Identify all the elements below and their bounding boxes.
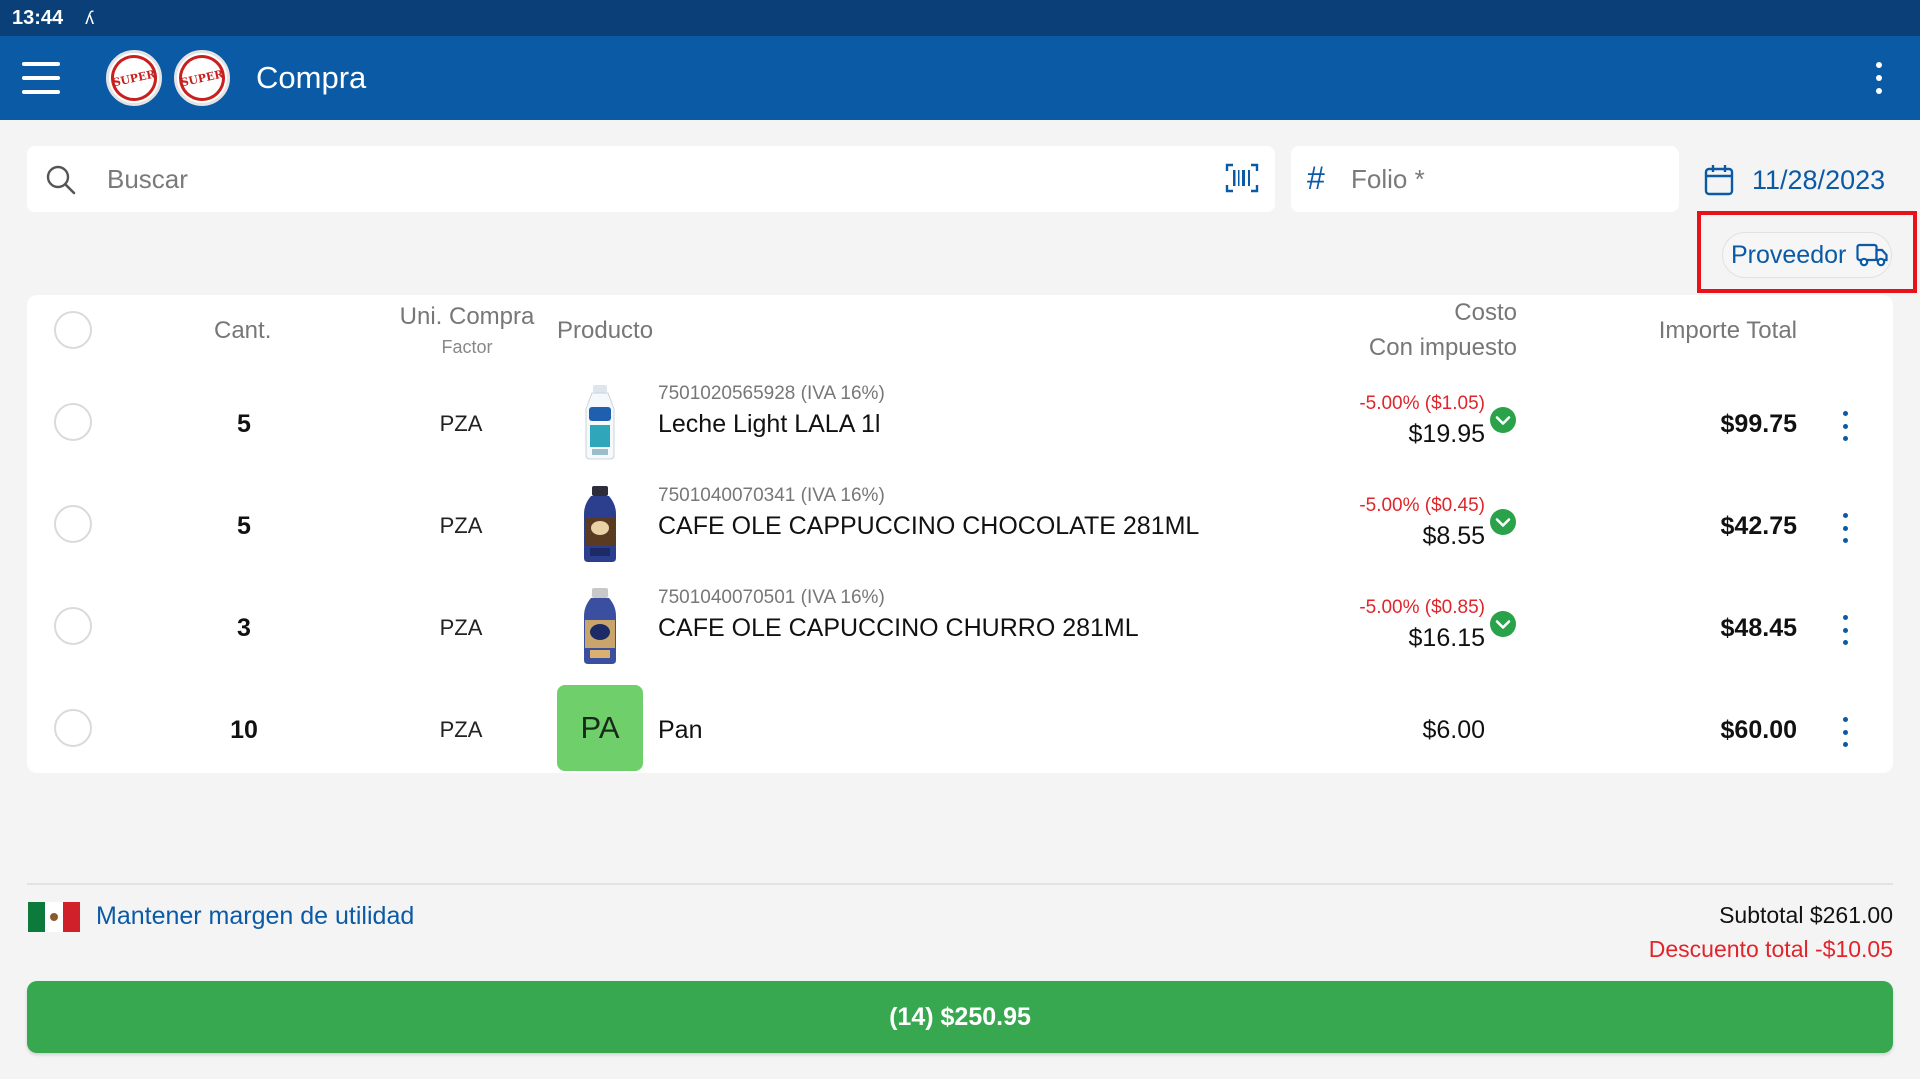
row-discount: -5.00% ($0.85) (1359, 597, 1485, 618)
subtotal: Subtotal $261.00 (1719, 902, 1893, 928)
app-bar: SUPER SUPER Compra (0, 36, 1920, 120)
calendar-icon (1704, 165, 1734, 196)
row-discount: -5.00% ($0.45) (1359, 495, 1485, 516)
checkout-button[interactable]: (14) $250.95 (27, 981, 1893, 1053)
row-select-radio[interactable] (54, 709, 92, 747)
row-qty: 5 (237, 512, 251, 540)
status-time: 13:44 (12, 6, 64, 29)
product-avatar: PA (557, 685, 643, 771)
highlight-frame (1697, 211, 1917, 293)
row-cost: $19.95 (1408, 420, 1485, 448)
row-cost: $6.00 (1422, 716, 1485, 744)
row-qty: 3 (237, 614, 251, 642)
truck-icon (1856, 243, 1888, 267)
row-qty: 5 (237, 410, 251, 438)
row-barcode: 7501040070501 (IVA 16%) (658, 587, 885, 608)
row-select-radio[interactable] (54, 607, 92, 645)
row-options-icon[interactable] (1840, 615, 1850, 645)
header-total: Importe Total (1658, 317, 1797, 344)
barcode-scan-icon[interactable] (1225, 163, 1259, 193)
coffee-bottle-icon (557, 481, 643, 567)
row-total: $42.75 (1720, 512, 1797, 540)
row-cost: $16.15 (1408, 624, 1485, 652)
row-discount: -5.00% ($1.05) (1359, 393, 1485, 414)
mexico-flag-icon (28, 902, 80, 932)
search-input[interactable] (107, 156, 1207, 202)
row-options-icon[interactable] (1840, 513, 1850, 543)
search-box (27, 146, 1275, 212)
row-barcode: 7501020565928 (IVA 16%) (658, 383, 885, 404)
header-cost: Costo (1454, 299, 1517, 326)
row-barcode: 7501040070341 (IVA 16%) (658, 485, 885, 506)
product-table: Cant. Uni. Compra Factor Producto Costo … (27, 295, 1893, 773)
row-total: $60.00 (1720, 716, 1797, 744)
header-unit: Uni. Compra (399, 303, 535, 330)
row-total: $48.45 (1720, 614, 1797, 642)
row-unit: PZA (439, 717, 483, 742)
more-options-icon[interactable] (1874, 62, 1884, 94)
hamburger-menu-icon[interactable] (22, 62, 60, 94)
date-picker[interactable]: 11/28/2023 (1704, 160, 1885, 200)
row-options-icon[interactable] (1840, 411, 1850, 441)
row-unit: PZA (439, 615, 483, 640)
status-bar: 13:44 ʎ (0, 0, 1920, 36)
folio-input[interactable] (1351, 156, 1661, 202)
check-circle-icon (1490, 509, 1516, 535)
row-select-radio[interactable] (54, 403, 92, 441)
store-logo-secondary-text: SUPER (174, 50, 230, 106)
total-discount: Descuento total -$10.05 (1648, 936, 1893, 962)
page-title: Compra (256, 60, 367, 95)
store-logo-text: SUPER (106, 50, 162, 106)
store-logo[interactable]: SUPER (106, 50, 162, 106)
header-cost-tax: Con impuesto (1368, 334, 1517, 361)
row-total: $99.75 (1720, 410, 1797, 438)
store-logo-secondary[interactable]: SUPER (174, 50, 230, 106)
row-product-name: Leche Light LALA 1l (658, 410, 881, 438)
row-product-name: CAFE OLE CAPPUCCINO CHOCOLATE 281ML (658, 512, 1200, 540)
coffee-bottle-icon (557, 583, 643, 669)
proveedor-button[interactable]: Proveedor (1722, 232, 1892, 278)
header-product: Producto (557, 317, 654, 344)
activity-icon: ʎ (85, 7, 95, 28)
search-icon (46, 165, 76, 195)
row-select-radio[interactable] (54, 505, 92, 543)
keep-margin-link[interactable]: Mantener margen de utilidad (96, 902, 415, 930)
date-value: 11/28/2023 (1752, 164, 1886, 195)
header-unit-factor: Factor (441, 337, 493, 357)
header-qty: Cant. (214, 317, 272, 344)
hash-icon: # (1307, 160, 1325, 196)
folio-field-container: # (1291, 146, 1679, 212)
row-unit: PZA (439, 513, 483, 538)
milk-bottle-icon (557, 379, 643, 465)
row-product-name: CAFE OLE CAPUCCINO CHURRO 281ML (658, 614, 1139, 642)
check-circle-icon (1490, 407, 1516, 433)
divider (27, 883, 1893, 885)
row-product-name: Pan (658, 716, 703, 744)
proveedor-label: Proveedor (1731, 240, 1847, 269)
check-circle-icon (1490, 611, 1516, 637)
row-unit: PZA (439, 411, 483, 436)
row-options-icon[interactable] (1840, 717, 1850, 747)
row-cost: $8.55 (1422, 522, 1485, 550)
row-qty: 10 (230, 716, 258, 744)
select-all-radio[interactable] (54, 311, 92, 349)
